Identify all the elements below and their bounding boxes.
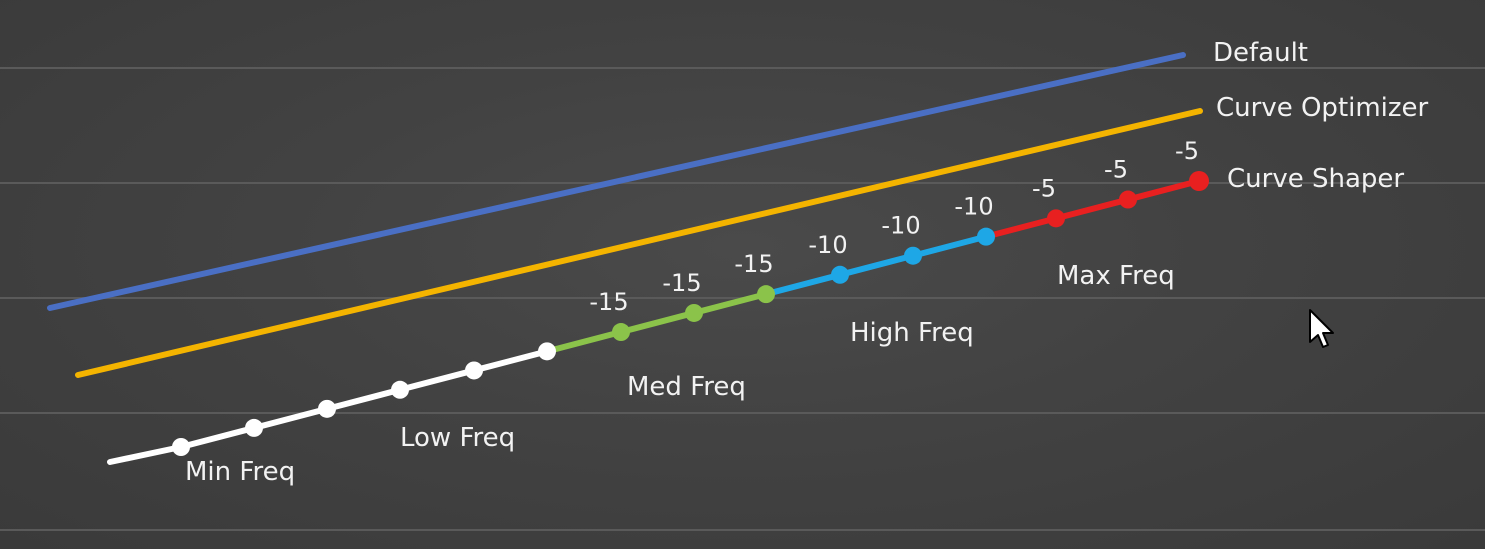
curve-shaper-segment xyxy=(691,291,769,316)
region-label-low-freq: Low Freq xyxy=(400,423,515,453)
point-offset-label: -5 xyxy=(1104,156,1128,184)
curve-shaper-point xyxy=(1047,209,1065,228)
curve-shaper-point xyxy=(757,285,775,304)
curve-shaper-segment xyxy=(544,329,624,355)
region-label-max-freq: Max Freq xyxy=(1057,261,1175,291)
mouse-pointer-icon xyxy=(1309,309,1334,348)
curve-shaper-segment xyxy=(397,367,477,393)
point-offset-label: -10 xyxy=(954,193,993,221)
curve-shaper-point xyxy=(172,438,190,456)
series-curve-shaper: -15 -15 -15 -10 -10 -10 -5 -5 -5 xyxy=(107,137,1209,465)
curve-shaper-point xyxy=(465,361,483,380)
point-offset-label: -5 xyxy=(1032,174,1056,202)
curve-shaper-segment xyxy=(324,386,403,412)
curve-shaper-segment xyxy=(618,309,697,336)
curve-shaper-segment xyxy=(763,271,843,298)
curve-shaper-point xyxy=(1189,171,1209,191)
curve-shaper-point xyxy=(538,342,556,361)
curve-shaper-segment xyxy=(910,233,989,259)
region-label-min-freq: Min Freq xyxy=(185,457,295,487)
series-line-default xyxy=(47,52,1186,311)
series-line-curve-optimizer xyxy=(75,108,1203,378)
point-offset-label: -10 xyxy=(808,231,847,259)
region-label-med-freq: Med Freq xyxy=(627,372,746,402)
curve-shaper-point xyxy=(685,303,703,322)
legend-label-default: Default xyxy=(1213,38,1308,68)
point-offset-label: -10 xyxy=(881,212,920,240)
curve-shaper-point xyxy=(904,246,922,265)
point-offset-label: -15 xyxy=(662,269,701,297)
point-offset-label: -15 xyxy=(734,250,773,278)
curve-shaper-segment xyxy=(1125,178,1202,203)
point-offset-label: -15 xyxy=(589,288,628,316)
curve-shaper-segment xyxy=(251,405,330,431)
curve-shaper-point xyxy=(391,380,409,399)
curve-shaper-point xyxy=(977,227,995,246)
curve-shaper-segment xyxy=(178,424,257,450)
curve-shaper-segment xyxy=(471,348,550,374)
curve-shaper-segment xyxy=(983,215,1059,240)
region-label-high-freq: High Freq xyxy=(850,318,974,348)
point-offset-label: -5 xyxy=(1175,137,1199,165)
curve-shaper-point xyxy=(318,399,336,418)
curve-shaper-point xyxy=(1119,190,1137,209)
legend-label-curve-optimizer: Curve Optimizer xyxy=(1216,93,1429,123)
curve-shaper-point xyxy=(831,265,849,284)
curve-shaper-segment xyxy=(837,252,916,278)
curve-shaper-segment xyxy=(107,444,184,465)
legend-label-curve-shaper: Curve Shaper xyxy=(1227,164,1404,194)
curve-shaper-point xyxy=(612,323,630,342)
curve-shaper-segment xyxy=(1053,196,1131,222)
curve-shaper-point xyxy=(245,418,263,437)
